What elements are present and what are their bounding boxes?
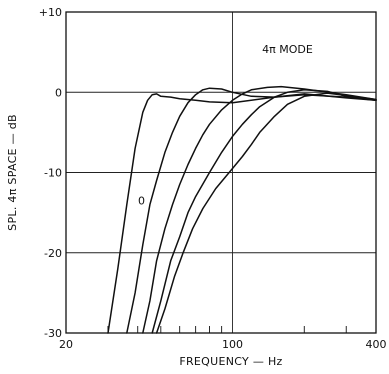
response-curve-4 — [151, 89, 377, 334]
x-tick-label: 20 — [59, 338, 73, 351]
x-tick-label: 100 — [222, 338, 243, 351]
response-curves — [107, 85, 377, 334]
plot-frame — [65, 11, 377, 334]
mode-annotation: 4π MODE — [262, 43, 313, 56]
response-curve-3 — [142, 85, 377, 334]
grid — [65, 11, 377, 334]
y-tick-label: -30 — [44, 327, 62, 340]
response-curve-5 — [155, 92, 377, 334]
annotations: 4π MODE 0 — [138, 43, 313, 208]
x-axis-label: FREQUENCY — Hz — [179, 355, 282, 368]
y-tick-label: -20 — [44, 247, 62, 260]
y-axis-label: SPL. 4π SPACE — dB — [6, 114, 19, 231]
y-tick-label: 0 — [55, 86, 62, 99]
x-tick-label: 400 — [366, 338, 387, 351]
response-curve-2 — [126, 87, 377, 334]
y-tick-label: -10 — [44, 167, 62, 180]
tick-marks — [107, 326, 347, 333]
y-tick-label: +10 — [39, 6, 62, 19]
curve-label: 0 — [138, 195, 145, 208]
